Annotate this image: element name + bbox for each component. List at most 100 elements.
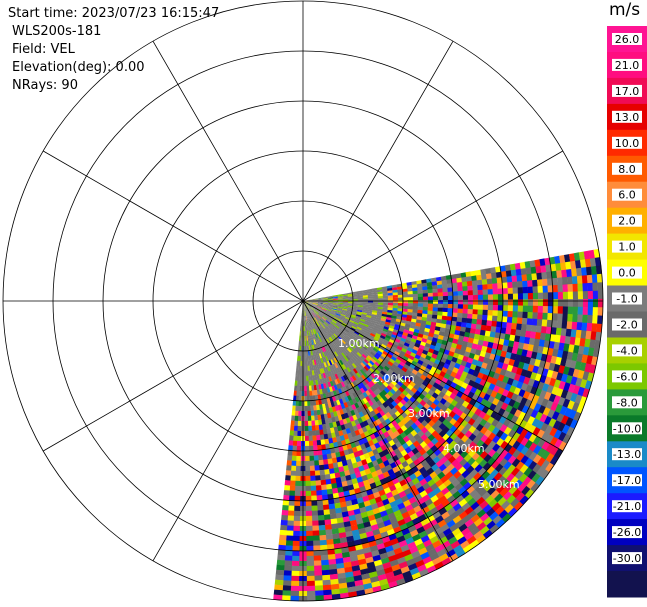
velocity-cell — [337, 303, 344, 306]
velocity-cell — [455, 344, 463, 351]
velocity-cell — [307, 303, 312, 307]
velocity-cell — [305, 365, 308, 372]
velocity-cell — [328, 299, 334, 301]
velocity-cell — [397, 286, 403, 290]
velocity-cell — [356, 336, 362, 342]
velocity-cell — [482, 516, 493, 527]
velocity-cell — [344, 356, 349, 362]
velocity-cell — [555, 356, 562, 366]
velocity-cell — [325, 366, 329, 373]
velocity-cell — [493, 493, 504, 503]
velocity-cell — [307, 299, 314, 301]
velocity-cell — [590, 331, 597, 341]
velocity-cell — [367, 288, 373, 292]
velocity-cell — [333, 357, 338, 363]
velocity-cell — [336, 343, 341, 349]
velocity-cell — [464, 506, 474, 516]
velocity-cell — [532, 365, 540, 374]
velocity-cell — [392, 331, 398, 337]
velocity-cell — [336, 456, 342, 463]
velocity-cell — [351, 462, 359, 469]
velocity-cell — [327, 302, 334, 305]
velocity-cell — [442, 307, 448, 313]
velocity-cell — [367, 394, 374, 401]
velocity-cell — [568, 253, 576, 262]
velocity-cell — [328, 503, 336, 510]
velocity-cell — [365, 457, 372, 464]
velocity-cell — [467, 510, 477, 520]
velocity-cell — [437, 311, 443, 316]
velocity-cell — [436, 548, 447, 558]
velocity-cell — [325, 320, 330, 325]
velocity-cell — [411, 572, 422, 581]
velocity-cell — [549, 334, 556, 343]
velocity-cell — [345, 326, 351, 330]
velocity-cell — [553, 438, 563, 449]
velocity-cell — [368, 298, 374, 301]
velocity-cell — [435, 491, 445, 500]
colorbar-tick-bg — [612, 58, 642, 71]
velocity-cell — [339, 333, 345, 339]
velocity-cell — [385, 334, 392, 340]
velocity-cell — [312, 303, 318, 306]
velocity-cell — [344, 336, 350, 341]
velocity-cell — [564, 336, 571, 345]
velocity-cell — [506, 346, 514, 354]
velocity-cell — [561, 350, 569, 360]
velocity-cell — [322, 303, 329, 305]
velocity-cell — [467, 337, 475, 344]
velocity-cell — [341, 339, 346, 345]
velocity-cell — [466, 318, 473, 324]
velocity-cell — [576, 403, 585, 414]
velocity-cell — [402, 291, 408, 295]
velocity-cell — [391, 334, 397, 339]
velocity-cell — [335, 313, 341, 317]
velocity-cell — [397, 291, 403, 296]
velocity-cell — [372, 304, 379, 307]
velocity-cell — [306, 304, 311, 308]
velocity-cell — [291, 550, 300, 557]
velocity-cell — [347, 296, 354, 299]
velocity-cell — [337, 491, 345, 498]
velocity-cell — [317, 298, 324, 300]
velocity-cell — [480, 268, 487, 275]
velocity-cell — [420, 320, 427, 325]
velocity-cell — [521, 317, 528, 325]
velocity-cell — [492, 372, 500, 381]
velocity-cell — [371, 341, 377, 346]
velocity-cell — [466, 342, 473, 349]
velocity-cell — [470, 323, 477, 330]
velocity-cell — [556, 349, 564, 359]
velocity-cell — [372, 339, 378, 344]
velocity-cell — [392, 310, 398, 314]
velocity-cell — [393, 341, 400, 346]
velocity-cell — [401, 511, 410, 520]
velocity-cell — [484, 495, 495, 505]
velocity-cell — [312, 303, 318, 306]
velocity-cell — [360, 362, 366, 368]
velocity-cell — [346, 333, 352, 339]
velocity-cell — [502, 491, 513, 501]
velocity-cell — [306, 304, 311, 308]
velocity-cell — [482, 294, 489, 301]
velocity-cell — [348, 365, 354, 372]
velocity-cell — [321, 403, 326, 410]
velocity-cell — [307, 315, 310, 321]
velocity-cell — [442, 336, 449, 342]
velocity-cell — [320, 484, 327, 491]
velocity-cell — [512, 305, 519, 312]
velocity-cell — [324, 403, 329, 409]
velocity-cell — [407, 524, 417, 533]
velocity-cell — [467, 313, 473, 320]
velocity-cell — [327, 297, 334, 299]
velocity-cell — [317, 303, 323, 305]
velocity-cell — [370, 316, 377, 320]
velocity-cell — [471, 318, 478, 325]
velocity-cell — [483, 421, 492, 430]
velocity-cell — [541, 319, 548, 328]
velocity-cell — [432, 285, 438, 290]
velocity-cell — [483, 445, 493, 455]
velocity-cell — [312, 304, 318, 306]
velocity-cell — [460, 345, 467, 352]
velocity-cell — [303, 306, 304, 312]
